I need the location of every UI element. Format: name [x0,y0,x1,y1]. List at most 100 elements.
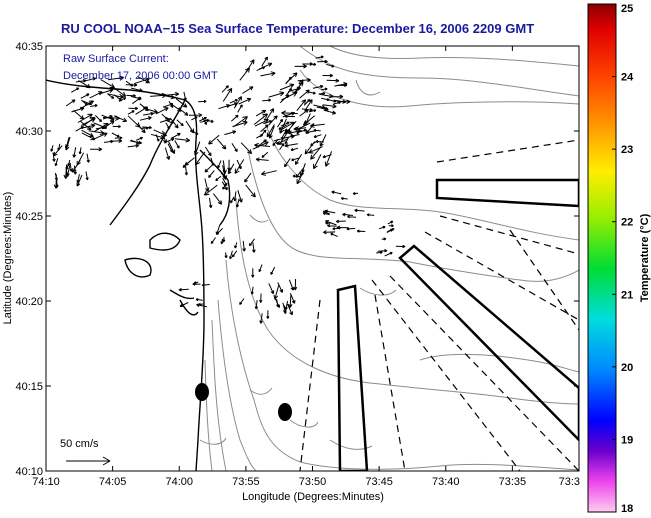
y-axis-label: Latitude (Degrees:Minutes) [2,192,14,325]
current-vector [284,136,290,145]
current-vector [296,99,307,112]
current-vector [162,130,168,144]
current-vector [287,86,302,93]
current-vector [184,157,195,166]
current-vector [213,193,223,205]
current-vector [332,101,341,105]
current-vector [78,147,82,155]
current-vector [387,228,395,233]
current-vector [298,128,307,133]
current-vector [165,92,180,97]
current-vector [198,99,207,104]
current-vector [276,137,289,145]
current-vector [130,139,140,144]
current-vector [310,147,321,160]
current-vector [324,209,336,214]
current-vector [288,294,293,308]
current-vector [89,147,103,152]
current-vector [175,98,188,108]
current-vector [174,137,191,143]
current-vector [354,208,365,213]
current-vector [125,80,134,87]
current-vector [235,198,240,208]
current-vector [378,225,386,230]
x-axis: 74:10 74:05 74:00 73:55 73:50 73:45 73:40 73:35… [32,46,580,488]
current-vector [265,108,275,121]
current-vector [72,147,77,158]
current-vector [216,138,227,150]
current-vector [384,251,393,257]
current-vector [248,238,256,247]
current-vector [259,313,263,324]
current-vector [317,59,328,64]
y-tick-label: 40:15 [15,381,43,393]
current-vector [195,298,203,302]
current-vector [321,97,330,102]
current-vector [272,138,279,147]
current-vector [290,147,299,152]
current-vector [346,227,356,231]
current-vector [239,298,245,305]
current-vector [229,250,233,260]
current-vector [251,242,256,253]
current-vector [139,116,152,121]
current-vector [224,252,228,259]
scale-arrow [66,456,111,466]
x-tick-label: 73:50 [299,476,327,488]
current-vector [100,79,115,89]
current-vector [103,139,114,144]
current-vector [288,279,295,291]
current-vector [135,136,143,141]
bathymetry-contours [199,46,579,471]
current-vector [283,158,291,168]
current-vector [201,283,210,287]
annotation-line-2: December 17, 2006 00:00 GMT [63,70,218,82]
colorbar-tick-label: 18 [621,503,633,515]
current-vector [76,174,83,187]
current-vector [230,196,235,204]
current-vector [208,134,220,145]
current-vector [276,118,284,128]
y-tick-label: 40:20 [15,296,43,308]
current-vector [245,184,256,198]
current-vector [326,63,335,68]
y-tick-label: 40:10 [15,466,43,478]
x-axis-label: Longitude (Degrees:Minutes) [242,491,384,503]
map-title: RU COOL NOAA−15 Sea Surface Temperature:… [61,21,534,36]
current-vector [168,141,176,154]
current-vector [183,91,187,101]
current-vector [169,102,182,112]
current-vector [222,182,228,190]
current-vector [165,122,170,130]
current-vector [278,124,287,130]
scale-label: 50 cm/s [60,438,99,450]
current-vector [283,305,287,314]
current-vector [315,55,324,59]
current-vector [114,136,123,140]
current-vector [64,136,71,151]
current-vector [395,244,406,249]
beam-box [435,178,579,208]
current-vector [330,94,344,99]
current-vector [143,111,154,116]
current-vector [85,77,97,82]
current-vector [204,146,212,157]
current-vector [331,190,342,195]
current-vector [320,87,328,91]
current-vector [263,120,273,125]
colorbar-ticks: 25 24 23 22 21 20 19 18 [612,3,634,515]
current-vector [381,237,387,241]
current-vector [290,134,300,138]
current-vector [179,302,189,307]
current-vector [234,159,245,174]
current-vector [287,130,302,135]
current-vector [330,232,338,238]
current-vector [130,87,143,93]
current-vector [302,62,313,66]
current-vector [352,191,359,196]
current-vector [71,87,80,93]
current-vector [244,172,252,183]
current-vector [287,303,293,316]
current-vector [297,77,311,83]
